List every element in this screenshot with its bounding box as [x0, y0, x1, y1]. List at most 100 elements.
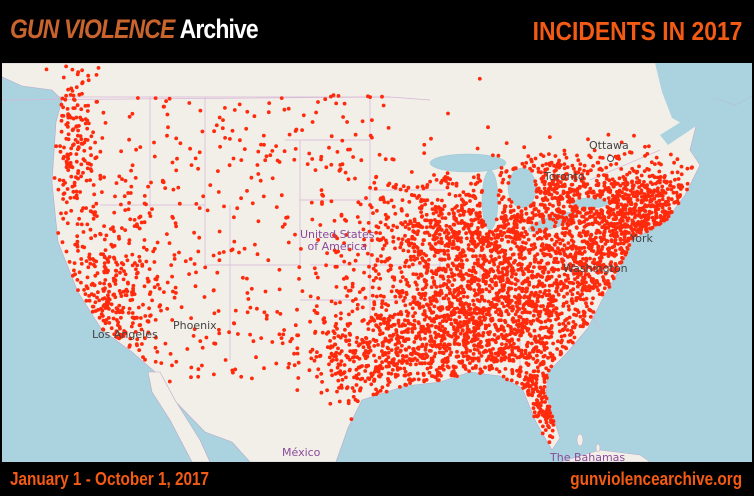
incident-dot[interactable]: [512, 331, 517, 336]
incident-dot[interactable]: [535, 188, 539, 192]
incident-dot[interactable]: [607, 285, 612, 289]
incident-dot[interactable]: [319, 372, 324, 376]
incident-dot[interactable]: [565, 291, 570, 296]
incident-dot[interactable]: [540, 294, 545, 299]
incident-dot[interactable]: [494, 325, 498, 330]
incident-dot[interactable]: [346, 401, 351, 406]
incident-dot[interactable]: [489, 237, 494, 241]
incident-dot[interactable]: [279, 96, 284, 100]
incident-dot[interactable]: [245, 291, 250, 295]
incident-dot[interactable]: [552, 281, 557, 285]
incident-dot[interactable]: [59, 211, 63, 216]
incident-dot[interactable]: [410, 327, 415, 331]
incident-dot[interactable]: [432, 282, 437, 287]
incident-dot[interactable]: [526, 295, 530, 300]
incident-dot[interactable]: [471, 248, 476, 253]
incident-dot[interactable]: [333, 301, 338, 306]
incident-dot[interactable]: [389, 289, 394, 294]
incident-dot[interactable]: [385, 345, 390, 350]
incident-dot[interactable]: [539, 170, 543, 175]
incident-dot[interactable]: [506, 181, 511, 185]
incident-dot[interactable]: [572, 193, 577, 197]
incident-dot[interactable]: [472, 326, 476, 330]
incident-dot[interactable]: [424, 253, 428, 258]
incident-dot[interactable]: [425, 183, 430, 187]
incident-dot[interactable]: [197, 206, 202, 211]
incident-dot[interactable]: [551, 304, 555, 308]
incident-dot[interactable]: [489, 357, 494, 362]
incident-dot[interactable]: [517, 237, 522, 241]
incident-dot[interactable]: [103, 321, 108, 326]
incident-dot[interactable]: [540, 213, 545, 218]
incident-dot[interactable]: [587, 222, 591, 227]
incident-dot[interactable]: [625, 224, 630, 229]
incident-dot[interactable]: [627, 208, 632, 213]
incident-dot[interactable]: [460, 248, 465, 253]
incident-dot[interactable]: [526, 388, 531, 393]
incident-dot[interactable]: [307, 368, 312, 373]
incident-dot[interactable]: [575, 187, 580, 191]
incident-dot[interactable]: [582, 219, 587, 224]
incident-dot[interactable]: [333, 372, 338, 376]
incident-dot[interactable]: [263, 289, 268, 294]
incident-dot[interactable]: [549, 354, 554, 359]
incident-dot[interactable]: [449, 267, 453, 272]
incident-dot[interactable]: [506, 296, 510, 301]
incident-dot[interactable]: [437, 213, 441, 218]
incident-dot[interactable]: [344, 375, 348, 380]
incident-dot[interactable]: [489, 353, 494, 358]
incident-dot[interactable]: [133, 330, 138, 334]
incident-dot[interactable]: [176, 185, 181, 190]
incident-dot[interactable]: [659, 162, 663, 167]
incident-dot[interactable]: [592, 190, 596, 195]
incident-dot[interactable]: [114, 306, 119, 311]
incident-dot[interactable]: [540, 197, 545, 201]
incident-dot[interactable]: [525, 344, 530, 349]
incident-dot[interactable]: [170, 274, 175, 279]
incident-dot[interactable]: [403, 303, 408, 308]
incident-dot[interactable]: [546, 424, 550, 428]
incident-dot[interactable]: [339, 311, 343, 316]
incident-dot[interactable]: [101, 110, 106, 115]
incident-dot[interactable]: [183, 259, 188, 264]
incident-dot[interactable]: [476, 173, 481, 178]
incident-dot[interactable]: [474, 337, 478, 342]
incident-dot[interactable]: [545, 189, 549, 194]
incident-dot[interactable]: [223, 106, 227, 110]
incident-dot[interactable]: [251, 339, 256, 344]
incident-dot[interactable]: [529, 247, 533, 252]
incident-dot[interactable]: [566, 241, 571, 246]
incident-dot[interactable]: [586, 137, 590, 142]
incident-dot[interactable]: [345, 355, 350, 360]
incident-dot[interactable]: [378, 388, 383, 393]
incident-dot[interactable]: [544, 366, 549, 371]
incident-dot[interactable]: [419, 197, 424, 202]
incident-dot[interactable]: [371, 328, 376, 333]
incident-dot[interactable]: [77, 270, 82, 275]
incident-dot[interactable]: [428, 224, 433, 229]
incident-dot[interactable]: [472, 347, 477, 352]
incident-dot[interactable]: [530, 269, 535, 274]
incident-dot[interactable]: [424, 342, 429, 347]
incident-dot[interactable]: [295, 333, 299, 338]
incident-dot[interactable]: [575, 269, 580, 273]
incident-dot[interactable]: [675, 157, 680, 162]
incident-dot[interactable]: [452, 263, 456, 268]
incident-dot[interactable]: [347, 247, 352, 252]
incident-dot[interactable]: [502, 266, 506, 271]
incident-dot[interactable]: [408, 362, 413, 367]
incident-dot[interactable]: [274, 361, 279, 366]
incident-dot[interactable]: [597, 167, 602, 172]
incident-dot[interactable]: [113, 282, 118, 286]
incident-dot[interactable]: [590, 267, 594, 272]
incident-dot[interactable]: [510, 371, 515, 376]
incident-dot[interactable]: [308, 294, 313, 299]
incident-dot[interactable]: [639, 223, 643, 228]
incident-dot[interactable]: [317, 354, 322, 359]
incident-dot[interactable]: [374, 276, 378, 280]
incident-dot[interactable]: [442, 176, 447, 181]
incident-dot[interactable]: [123, 228, 128, 233]
incident-dot[interactable]: [442, 251, 447, 256]
incident-dot[interactable]: [532, 265, 536, 269]
incident-dot[interactable]: [256, 172, 261, 176]
